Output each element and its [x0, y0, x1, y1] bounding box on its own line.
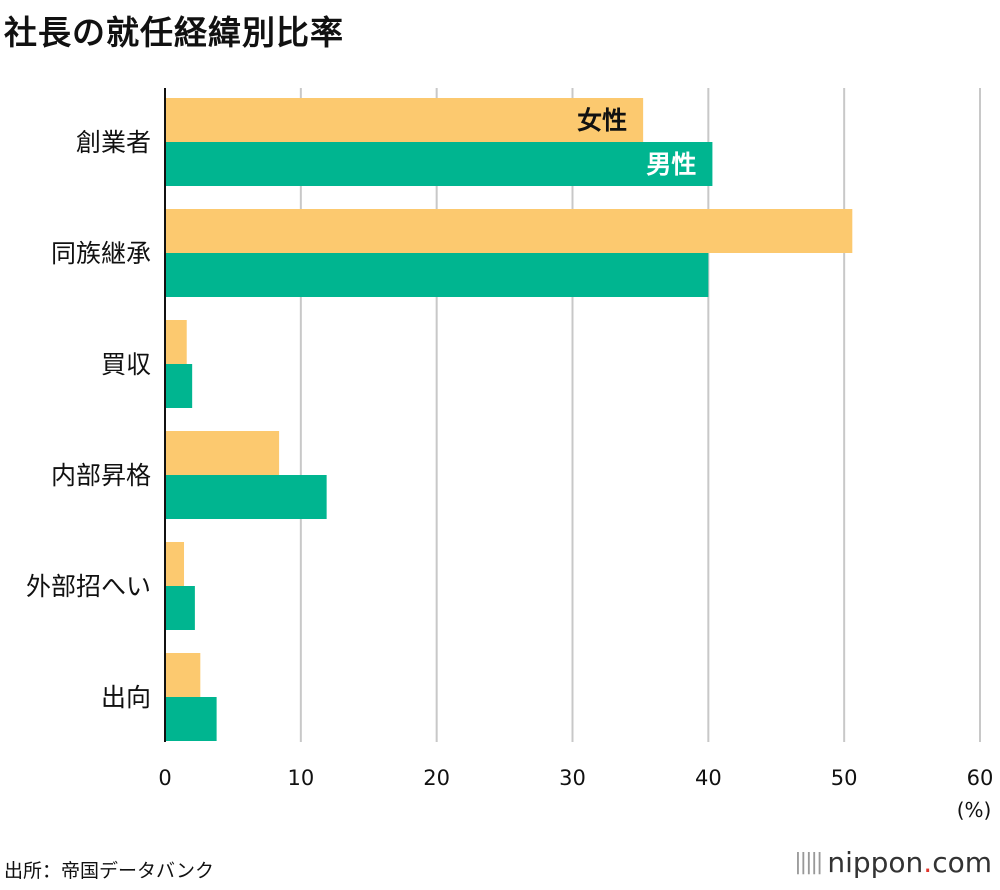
category-label: 同族継承 — [51, 239, 151, 268]
brand-name-main: nippon — [827, 846, 924, 879]
bar-male-4 — [165, 586, 195, 630]
bar-male-0 — [165, 142, 713, 186]
x-axis-unit: (%) — [957, 798, 992, 822]
x-tick-label: 0 — [158, 766, 171, 790]
bar-male-5 — [165, 697, 217, 741]
category-label: 内部昇格 — [51, 461, 151, 490]
bar-male-2 — [165, 364, 193, 408]
source-note: 出所：帝国データバンク — [4, 860, 214, 882]
brand-name-dot: . — [923, 846, 933, 879]
x-tick-label: 20 — [423, 766, 450, 790]
grid-lines — [299, 88, 981, 742]
x-tick-label: 60 — [967, 766, 994, 790]
page-title: 社長の就任経緯別比率 — [4, 13, 344, 52]
legend-male: 男性 — [646, 150, 696, 179]
sound-wave-icon: ||||| — [794, 850, 823, 875]
bar-male-3 — [165, 475, 327, 519]
category-label: 外部招へい — [26, 572, 151, 601]
bars — [164, 88, 853, 742]
bar-female-0 — [165, 98, 644, 142]
bar-female-3 — [165, 431, 280, 475]
bar-female-4 — [165, 542, 185, 586]
legend-female: 女性 — [577, 106, 627, 135]
bar-female-1 — [165, 209, 853, 253]
bar-female-2 — [165, 320, 187, 364]
x-tick-label: 50 — [831, 766, 858, 790]
x-tick-label: 10 — [287, 766, 314, 790]
category-label: 買収 — [101, 350, 151, 379]
brand-logo: ||||| nippon. com — [794, 846, 992, 879]
bar-female-5 — [165, 653, 201, 697]
x-tick-label: 30 — [559, 766, 586, 790]
brand-name-tail: com — [932, 846, 992, 879]
category-label: 出向 — [101, 683, 151, 712]
category-label: 創業者 — [76, 128, 151, 157]
bar-male-1 — [165, 253, 709, 297]
x-tick-label: 40 — [695, 766, 722, 790]
